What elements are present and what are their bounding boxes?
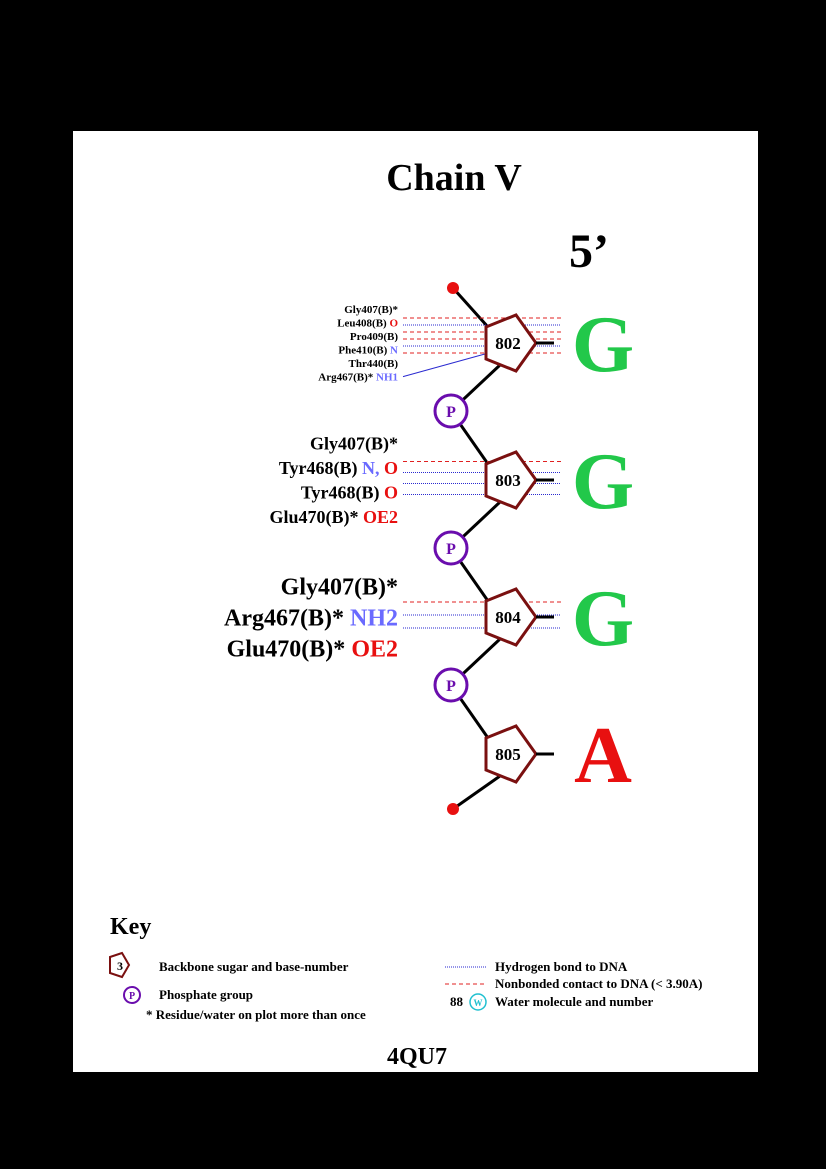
three-prime-terminal-dot	[447, 803, 459, 815]
key-phosphate-symbol: P	[129, 991, 135, 1002]
contact-lines	[402, 317, 561, 629]
nucleotides: 802 G 803 G 804 G 805 A	[484, 301, 634, 800]
residue-name: Tyr468(B)	[279, 458, 358, 479]
residue-label: Tyr468(B) O	[301, 483, 398, 504]
residue-name: Thr440(B)	[349, 358, 399, 370]
key-water-number: 88	[450, 994, 464, 1009]
key-sugar-label: Backbone sugar and base-number	[159, 959, 349, 974]
phosphate-symbol: P	[446, 404, 456, 421]
residue-name: Arg467(B)*	[318, 372, 373, 384]
five-prime-terminal-dot	[447, 282, 459, 294]
residue-name: Pro409(B)	[350, 331, 398, 343]
residue-label: Tyr468(B) N, O	[279, 458, 398, 479]
phosphate-icon	[433, 393, 469, 429]
key-phosphate-label: Phosphate group	[159, 987, 253, 1002]
residue-label: Gly407(B)*	[281, 574, 398, 600]
key-water-label: Water molecule and number	[495, 994, 654, 1009]
backbone-bond	[451, 286, 490, 329]
key: Key 3 Backbone sugar and base-number P P…	[109, 914, 702, 1022]
base-number: 803	[495, 471, 521, 490]
key-sugar-icon: 3	[109, 951, 131, 979]
residue-name: Gly407(B)*	[344, 304, 398, 316]
base-letter: G	[572, 575, 634, 663]
nucleotide-804: 804 G	[484, 575, 634, 663]
residue-name: Leu408(B)	[337, 318, 387, 330]
key-hbond-label: Hydrogen bond to DNA	[495, 959, 628, 974]
atom-name: OE2	[345, 636, 398, 662]
base-number: 805	[495, 745, 521, 764]
sugar-pentagon-icon	[484, 587, 538, 647]
residue-name: Phe410(B)	[338, 345, 387, 357]
five-prime-label: 5’	[569, 225, 609, 278]
atom-name: O	[379, 483, 398, 503]
key-water-icon: W	[469, 993, 487, 1011]
residue-label: Glu470(B)* OE2	[227, 636, 398, 662]
base-letter: G	[572, 301, 634, 389]
key-water-symbol: W	[474, 998, 483, 1008]
base-letter: A	[574, 712, 632, 800]
base-letter: G	[572, 438, 634, 526]
residue-label: Thr440(B)	[349, 358, 399, 370]
chain-title: Chain V	[386, 157, 522, 199]
key-title: Key	[110, 914, 151, 940]
residue-label: Leu408(B) O	[337, 318, 398, 330]
residue-name: Gly407(B)*	[281, 574, 398, 600]
atom-name: NH1	[373, 372, 398, 384]
residue-name: Arg467(B)*	[224, 605, 344, 631]
residue-labels: Gly407(B)*Leu408(B) OPro409(B)Phe410(B) …	[224, 304, 398, 662]
atom-name: OE2	[358, 507, 398, 527]
residue-label: Arg467(B)* NH1	[318, 372, 398, 384]
residue-label: Pro409(B)	[350, 331, 398, 343]
key-repeat-note: * Residue/water on plot more than once	[146, 1007, 366, 1022]
residue-name: Glu470(B)*	[269, 507, 358, 528]
pdb-code: 4QU7	[387, 1044, 447, 1070]
key-phosphate-icon: P	[123, 986, 141, 1004]
phosphate-icon	[433, 667, 469, 703]
nucleotide-contact-diagram: Chain V 5’ PPP Gly407(B)*Leu408(B) OPro4…	[109, 157, 702, 1070]
key-nonbonded-label: Nonbonded contact to DNA (< 3.90A)	[495, 976, 702, 991]
atom-name: O	[387, 318, 399, 330]
residue-name: Glu470(B)*	[227, 636, 346, 662]
residue-name: Gly407(B)*	[310, 434, 398, 455]
backbone: P P P	[433, 282, 502, 815]
sugar-pentagon-icon	[484, 450, 538, 510]
residue-label: Arg467(B)* NH2	[224, 605, 398, 631]
sugar-pentagon-icon	[484, 724, 538, 784]
base-number: 802	[495, 334, 521, 353]
key-sugar-number: 3	[117, 959, 123, 973]
nucleotide-802: 802 G	[484, 301, 634, 389]
sugar-pentagon-icon	[484, 313, 538, 373]
residue-label: Gly407(B)*	[310, 434, 398, 455]
residue-label: Phe410(B) N	[338, 345, 398, 357]
nucleotide-805: 805 A	[484, 712, 632, 800]
backbone-bond	[452, 774, 501, 811]
phosphate-symbol: P	[446, 678, 456, 695]
nucleotide-803: 803 G	[484, 438, 634, 526]
base-number: 804	[495, 608, 521, 627]
phosphate-icon	[433, 530, 469, 566]
residue-label: Gly407(B)*	[344, 304, 398, 316]
residue-name: Tyr468(B)	[301, 483, 380, 504]
atom-name: NH2	[344, 605, 398, 631]
phosphate-symbol: P	[446, 541, 456, 558]
residue-label: Glu470(B)* OE2	[269, 507, 398, 528]
atom-name: O	[379, 458, 398, 478]
atom-name: N,	[357, 458, 379, 478]
atom-name: N	[387, 345, 398, 357]
